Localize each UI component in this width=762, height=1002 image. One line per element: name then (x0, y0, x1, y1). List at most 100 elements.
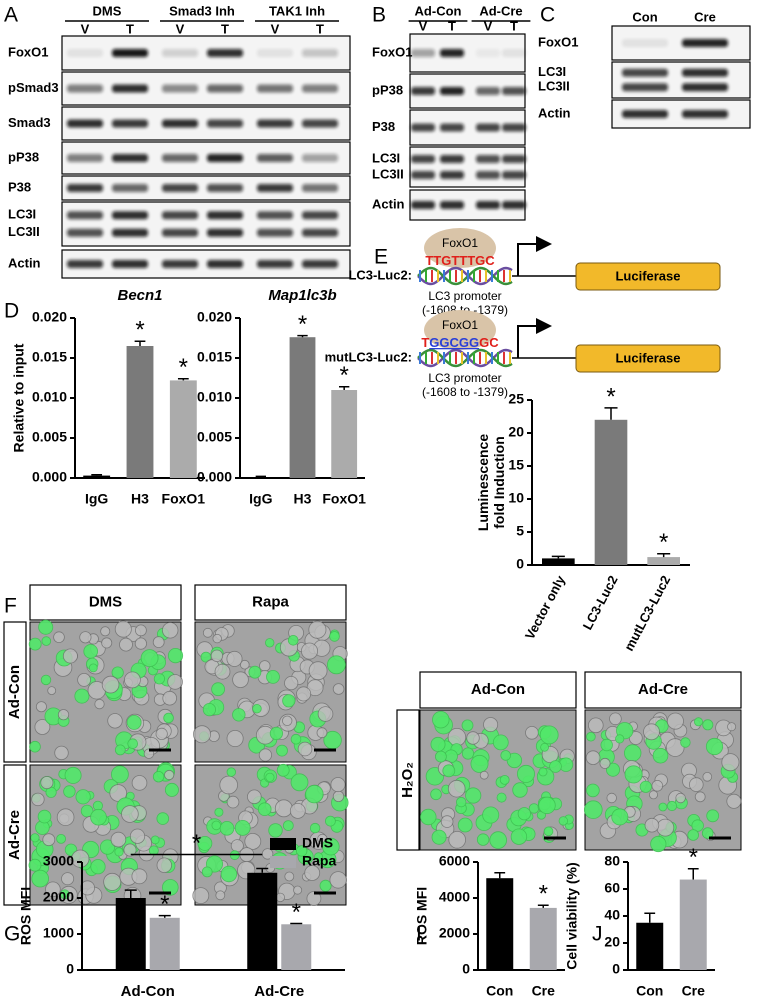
cell (466, 731, 480, 745)
significance: * (298, 311, 307, 338)
cell (651, 779, 664, 792)
cell (284, 871, 295, 882)
column-header: Ad-Con (471, 681, 525, 698)
binding-sequence: TTGTTTGC (425, 253, 495, 268)
cell (119, 637, 133, 652)
bar (486, 878, 514, 970)
band (112, 154, 148, 162)
fluorescent-cell (512, 782, 528, 798)
dna-strand (417, 266, 513, 286)
cell (35, 701, 47, 713)
fluorescent-cell (470, 754, 489, 773)
fluorescent-cell (510, 828, 528, 845)
y-tick-label: 15 (508, 457, 524, 473)
fluorescent-cell (282, 694, 296, 708)
cell (155, 727, 168, 741)
fluorescent-cell (457, 817, 473, 833)
fluorescent-cell (265, 638, 275, 648)
lane-label: V (81, 21, 90, 36)
dna-strand (417, 348, 513, 368)
y-tick-label: 5 (516, 523, 524, 539)
bar (247, 477, 274, 478)
fluorescent-cell (538, 767, 548, 777)
y-axis-label-line: fold Induction (491, 436, 507, 529)
band (411, 87, 435, 95)
fluorescent-cell (539, 725, 559, 745)
cell (525, 725, 539, 740)
band (302, 211, 338, 220)
band (257, 119, 293, 128)
fluorescent-cell (30, 833, 40, 843)
y-axis-label: ROS MFI (18, 887, 34, 945)
fluorescent-cell (59, 889, 70, 900)
band (302, 84, 338, 93)
fluorescent-cell (456, 796, 467, 808)
row-label: LC3II (8, 224, 40, 239)
band (112, 260, 148, 268)
cell (284, 675, 299, 691)
panel-letter: C (540, 4, 555, 27)
band (411, 171, 435, 179)
factor-shape (424, 228, 496, 268)
fluorescent-cell (226, 767, 237, 777)
fluorescent-cell (489, 831, 508, 849)
y-tick-label: 0 (462, 961, 470, 977)
y-tick-label: 60 (604, 880, 620, 896)
promoter-label: LC3 promoter (428, 371, 501, 385)
y-axis-label: ROS MFI (414, 887, 430, 945)
row-label: LC3II (372, 166, 404, 181)
fluorescent-cell (197, 836, 213, 851)
fluorescent-cell (211, 682, 226, 697)
band (112, 184, 148, 192)
cell (215, 890, 226, 901)
cell (114, 620, 132, 638)
cell (721, 753, 740, 772)
cell (240, 659, 250, 670)
fluorescent-cell (600, 738, 613, 752)
cell (628, 731, 643, 745)
row-header: Ad-Cre (6, 810, 23, 860)
reporter-label: Luciferase (615, 350, 680, 365)
fluorescent-cell (56, 834, 66, 844)
binding-sequence: TGGCGGGC (421, 335, 499, 350)
fluorescent-cell (152, 771, 165, 783)
band (207, 84, 243, 93)
cell (644, 817, 660, 833)
band (302, 184, 338, 192)
cell (275, 892, 286, 903)
band (112, 228, 148, 237)
cell (688, 777, 704, 792)
row-label: pP38 (8, 149, 39, 164)
fluorescent-cell (234, 820, 251, 836)
error-bar (494, 872, 506, 879)
cell (134, 637, 147, 650)
band (162, 154, 198, 162)
cell (447, 779, 466, 798)
cell (110, 831, 127, 848)
fluorescent-cell (528, 803, 540, 814)
fluorescent-cell (90, 808, 107, 826)
band (302, 154, 338, 162)
fluorescent-cell (276, 744, 288, 757)
cell (101, 637, 113, 649)
row-label: Actin (8, 255, 41, 270)
construct-name: mutLC3-Luc2: (325, 349, 412, 364)
fluorescent-cell (309, 822, 321, 834)
x-tick-label: Con (636, 983, 663, 999)
fluorescent-cell (167, 647, 184, 664)
band (622, 68, 668, 77)
y-tick-label: 0.020 (197, 309, 232, 325)
fluorescent-cell (305, 784, 324, 804)
cell (317, 706, 334, 722)
cell (316, 727, 328, 739)
fluorescent-cell (319, 879, 332, 892)
legend-swatch (270, 838, 296, 850)
band (207, 119, 243, 128)
band (440, 171, 464, 179)
cell (42, 833, 56, 847)
fluorescent-cell (28, 858, 42, 872)
fluorescent-cell (496, 792, 507, 803)
lane-label: T (126, 21, 134, 36)
cell (192, 887, 210, 904)
fluorescent-cell (326, 655, 346, 675)
